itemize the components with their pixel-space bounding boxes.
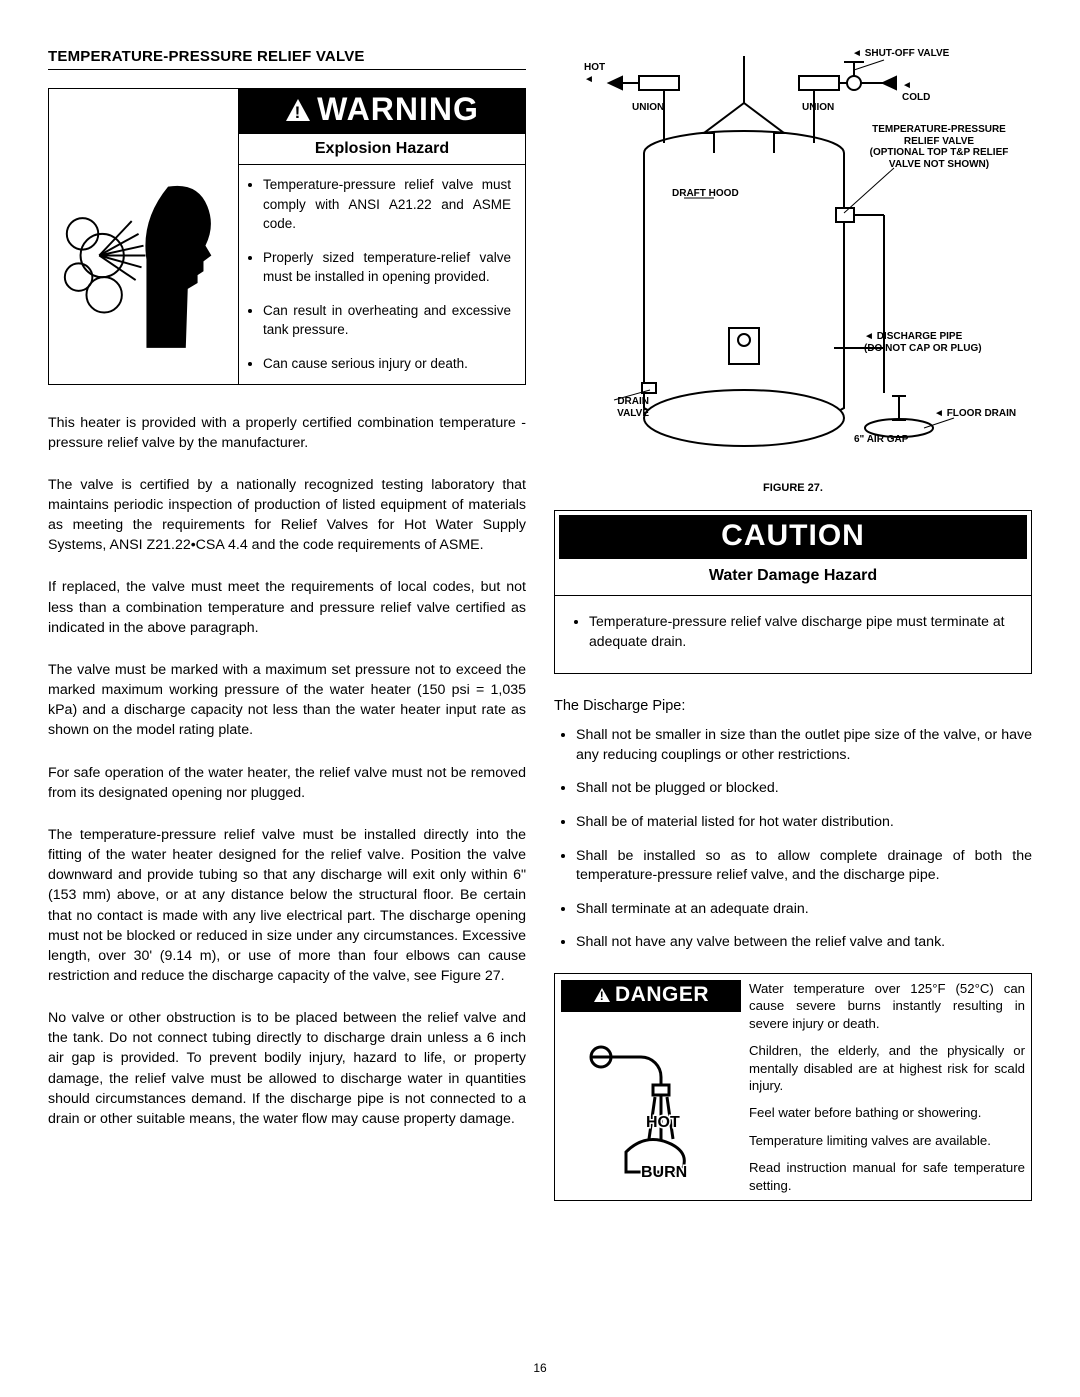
fig-label-tpr: TEMPERATURE-PRESSURE RELIEF VALVE (OPTIO…	[864, 124, 1014, 170]
fig-label-hot: HOT◄	[584, 62, 605, 85]
caution-box: CAUTION Water Damage Hazard Temperature-…	[554, 510, 1032, 674]
warning-bullet: Properly sized temperature-relief valve …	[263, 248, 511, 287]
warning-header: ! WARNING	[239, 89, 525, 134]
body-paragraph: The valve is certified by a nationally r…	[48, 475, 526, 556]
fig-label-draft: DRAFT HOOD	[672, 188, 739, 200]
warning-subtitle: Explosion Hazard	[239, 134, 525, 165]
discharge-item: Shall terminate at an adequate drain.	[576, 900, 1032, 920]
left-column: TEMPERATURE-PRESSURE RELIEF VALVE	[48, 48, 526, 1201]
fig-label-cold: ◄COLD	[902, 80, 930, 103]
fig-label-union-l: UNION	[632, 102, 664, 114]
figure-27: HOT◄ ◄ SHUT-OFF VALVE ◄COLD UNION UNION …	[554, 48, 1032, 478]
fig-label-airgap: 6" AIR GAP	[854, 434, 908, 446]
warning-header-text: WARNING	[317, 91, 479, 127]
alert-triangle-icon: !	[593, 987, 611, 1003]
right-column: HOT◄ ◄ SHUT-OFF VALVE ◄COLD UNION UNION …	[554, 48, 1032, 1201]
figure-caption: FIGURE 27.	[554, 482, 1032, 494]
discharge-list: Shall not be smaller in size than the ou…	[554, 726, 1032, 953]
svg-text:!: !	[600, 989, 605, 1003]
discharge-item: Shall not be smaller in size than the ou…	[576, 726, 1032, 765]
danger-header: ! DANGER	[561, 980, 741, 1012]
scald-hazard-icon: HOT BURN	[561, 1012, 741, 1192]
alert-triangle-icon: !	[285, 93, 311, 130]
svg-text:HOT: HOT	[646, 1114, 680, 1131]
danger-text: Water temperature over 125°F (52°C) can …	[749, 980, 1025, 1194]
danger-para: Read instruction manual for safe tempera…	[749, 1159, 1025, 1194]
danger-para: Water temperature over 125°F (52°C) can …	[749, 980, 1025, 1032]
warning-box: ! WARNING Explosion Hazard Temperature-p…	[48, 88, 526, 385]
caution-subtitle: Water Damage Hazard	[555, 563, 1031, 595]
danger-para: Temperature limiting valves are availabl…	[749, 1132, 1025, 1149]
body-paragraph: This heater is provided with a properly …	[48, 413, 526, 453]
discharge-item: Shall be of material listed for hot wate…	[576, 813, 1032, 833]
body-paragraph: The temperature-pressure relief valve mu…	[48, 825, 526, 986]
body-paragraph: The valve must be marked with a maximum …	[48, 660, 526, 741]
explosion-hazard-icon	[49, 89, 239, 384]
danger-para: Feel water before bathing or showering.	[749, 1104, 1025, 1121]
warning-bullet: Can cause serious injury or death.	[263, 354, 511, 374]
caution-bullet: Temperature-pressure relief valve discha…	[589, 612, 1007, 651]
warning-bullets: Temperature-pressure relief valve must c…	[239, 165, 525, 384]
fig-label-drain: DRAIN VALVE	[594, 396, 649, 419]
discharge-item: Shall not be plugged or blocked.	[576, 779, 1032, 799]
svg-text:BURN: BURN	[641, 1164, 687, 1181]
fig-label-union-r: UNION	[802, 102, 834, 114]
body-paragraph: For safe operation of the water heater, …	[48, 763, 526, 803]
caution-header: CAUTION	[559, 515, 1027, 559]
svg-text:!: !	[295, 103, 302, 122]
fig-label-discharge: ◄ DISCHARGE PIPE (DO NOT CAP OR PLUG)	[864, 331, 982, 354]
fig-label-floor: ◄ FLOOR DRAIN	[934, 408, 1016, 420]
fig-label-shutoff: ◄ SHUT-OFF VALVE	[852, 48, 949, 60]
warning-bullet: Temperature-pressure relief valve must c…	[263, 175, 511, 234]
discharge-item: Shall be installed so as to allow comple…	[576, 847, 1032, 886]
discharge-title: The Discharge Pipe:	[554, 698, 1032, 714]
discharge-item: Shall not have any valve between the rel…	[576, 933, 1032, 953]
page-number: 16	[0, 1361, 1080, 1375]
section-title: TEMPERATURE-PRESSURE RELIEF VALVE	[48, 48, 526, 70]
danger-header-text: DANGER	[615, 983, 709, 1007]
danger-box: ! DANGER	[554, 973, 1032, 1201]
danger-para: Children, the elderly, and the physicall…	[749, 1042, 1025, 1094]
warning-bullet: Can result in overheating and excessive …	[263, 301, 511, 340]
body-paragraph: No valve or other obstruction is to be p…	[48, 1008, 526, 1129]
body-paragraph: If replaced, the valve must meet the req…	[48, 577, 526, 637]
